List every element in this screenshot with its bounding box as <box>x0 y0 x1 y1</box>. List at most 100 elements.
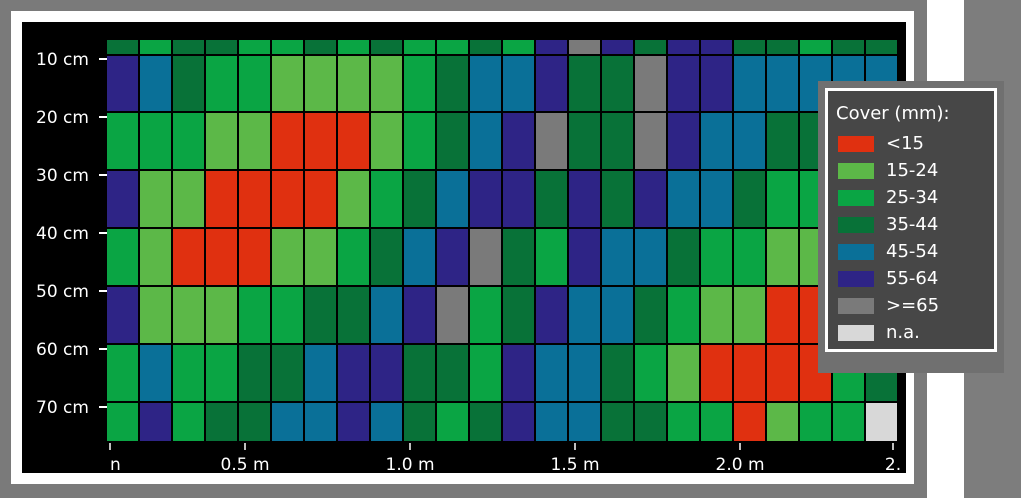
heatmap-cell <box>635 56 666 111</box>
heatmap-cell <box>536 40 567 54</box>
heatmap-cell <box>470 287 501 343</box>
heatmap-cell <box>767 345 798 401</box>
heatmap-cell <box>470 40 501 54</box>
heatmap-cell <box>668 403 699 441</box>
heatmap-cell <box>503 56 534 111</box>
legend: Cover (mm): <15 15-24 25-34 35-44 45-54 55-64… <box>825 88 997 352</box>
heatmap-cells <box>107 40 897 441</box>
legend-entry: 15-24 <box>838 160 993 182</box>
heatmap-cell <box>800 403 831 441</box>
heatmap-cell <box>470 171 501 227</box>
heatmap-cell <box>305 56 336 111</box>
heatmap-cell <box>569 113 600 169</box>
heatmap-cell <box>338 345 369 401</box>
heatmap-cell <box>371 171 402 227</box>
heatmap-cell <box>173 56 204 111</box>
heatmap-cell <box>305 345 336 401</box>
x-tick-label: 1.5 m <box>551 455 600 475</box>
heatmap-cell <box>767 403 798 441</box>
heatmap-cell <box>404 345 435 401</box>
heatmap-cell <box>536 113 567 169</box>
heatmap-cell <box>767 287 798 343</box>
heatmap-cell <box>569 56 600 111</box>
heatmap-cell <box>569 403 600 441</box>
heatmap-cell <box>371 287 402 343</box>
y-tick-label: 40 cm <box>36 224 89 244</box>
heatmap-cell <box>437 113 468 169</box>
heatmap-cell <box>767 56 798 111</box>
heatmap-cell <box>404 56 435 111</box>
heatmap-cell <box>602 229 633 285</box>
heatmap-cell <box>734 287 765 343</box>
x-tick-label: n <box>110 455 121 475</box>
heatmap-cell <box>140 56 171 111</box>
x-tick-label: 0.5 m <box>221 455 270 475</box>
heatmap-cell <box>866 40 897 54</box>
heatmap-cell <box>833 403 864 441</box>
heatmap-cell <box>701 229 732 285</box>
heatmap-cell <box>602 56 633 111</box>
heatmap-cell <box>536 345 567 401</box>
heatmap-cell <box>404 40 435 54</box>
heatmap-cell <box>437 56 468 111</box>
heatmap-cell <box>239 229 270 285</box>
heatmap-cell <box>503 287 534 343</box>
heatmap-cell <box>272 40 303 54</box>
heatmap-cell <box>173 345 204 401</box>
heatmap-cell <box>107 56 138 111</box>
heatmap-cell <box>404 171 435 227</box>
y-tick-label: 20 cm <box>36 108 89 128</box>
heatmap-cell <box>305 403 336 441</box>
heatmap-cell <box>734 56 765 111</box>
heatmap-cell <box>338 403 369 441</box>
heatmap-cell <box>173 229 204 285</box>
heatmap-cell <box>734 113 765 169</box>
heatmap-cell <box>734 403 765 441</box>
heatmap-cell <box>239 113 270 169</box>
heatmap-cell <box>305 171 336 227</box>
heatmap-cell <box>404 229 435 285</box>
heatmap-cell <box>206 113 237 169</box>
heatmap-cell <box>767 171 798 227</box>
legend-swatch <box>838 244 874 260</box>
heatmap-cell <box>173 113 204 169</box>
legend-swatch <box>838 325 874 341</box>
legend-entry: 35-44 <box>838 214 993 236</box>
heatmap-cell <box>206 171 237 227</box>
legend-label: 35-44 <box>886 214 939 235</box>
heatmap-cell <box>569 40 600 54</box>
heatmap-cell <box>305 40 336 54</box>
heatmap-cell <box>470 403 501 441</box>
heatmap-cell <box>338 229 369 285</box>
heatmap-cell <box>239 56 270 111</box>
heatmap-cell <box>767 40 798 54</box>
x-tick-label: 1.0 m <box>386 455 435 475</box>
y-tick-label: 70 cm <box>36 398 89 418</box>
heatmap-cell <box>140 40 171 54</box>
y-axis: 10 cm 20 cm 30 cm 40 cm 50 cm 60 cm 70 cm <box>36 50 107 418</box>
heatmap-cell <box>569 345 600 401</box>
heatmap-cell <box>140 345 171 401</box>
heatmap-cell <box>767 229 798 285</box>
heatmap-cell <box>371 113 402 169</box>
heatmap-cell <box>206 40 237 54</box>
heatmap-cell <box>569 171 600 227</box>
heatmap-cell <box>437 287 468 343</box>
heatmap-cell <box>503 40 534 54</box>
heatmap-cell <box>305 113 336 169</box>
heatmap-cell <box>140 287 171 343</box>
heatmap-cell <box>767 113 798 169</box>
heatmap-cell <box>569 229 600 285</box>
heatmap-cell <box>569 287 600 343</box>
heatmap-cell <box>272 287 303 343</box>
heatmap-cell <box>107 171 138 227</box>
heatmap-cell <box>635 229 666 285</box>
heatmap-cell <box>602 345 633 401</box>
heatmap-cell <box>140 113 171 169</box>
heatmap-cell <box>602 171 633 227</box>
heatmap-cell <box>371 56 402 111</box>
heatmap-cell <box>602 287 633 343</box>
heatmap-cell <box>470 113 501 169</box>
heatmap-cell <box>602 113 633 169</box>
heatmap-cell <box>437 403 468 441</box>
